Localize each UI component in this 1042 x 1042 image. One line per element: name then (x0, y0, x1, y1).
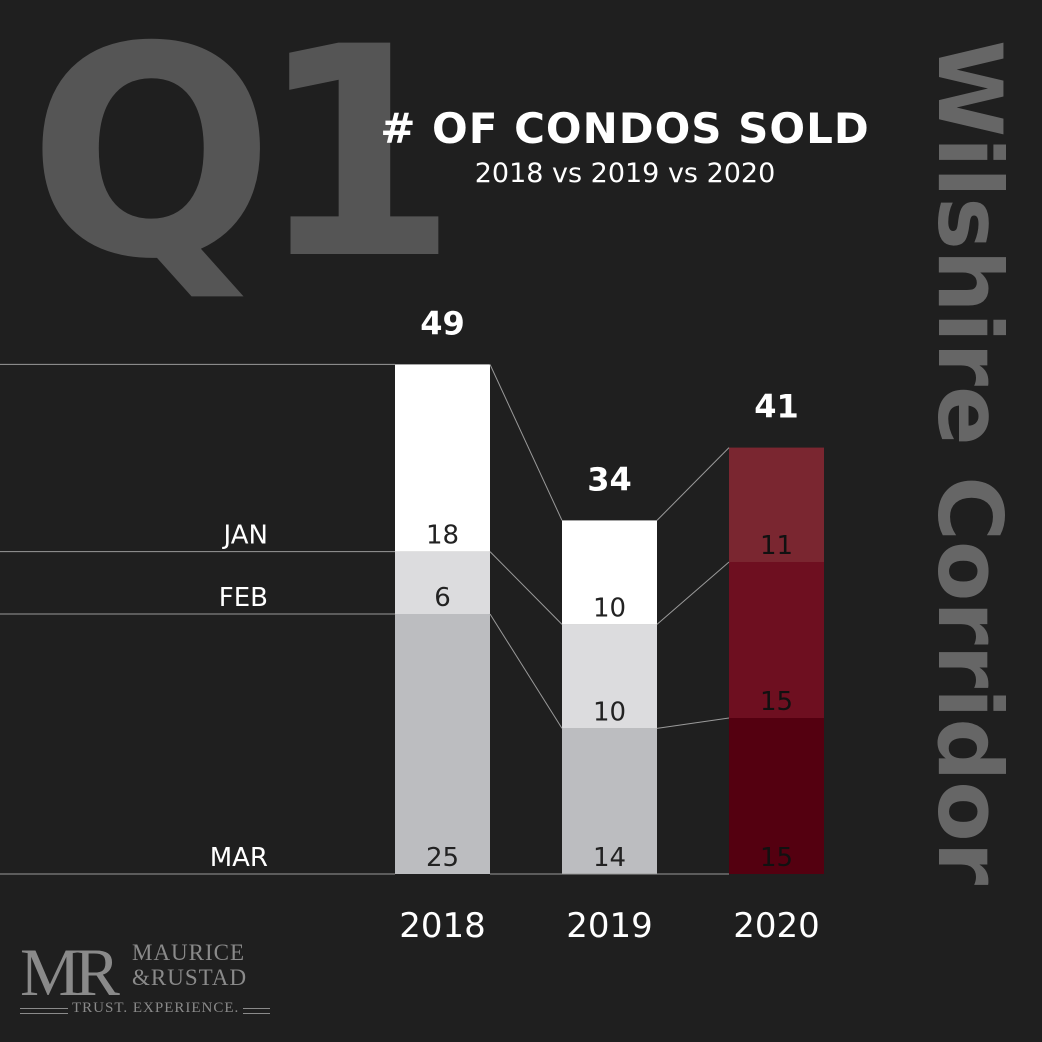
bar-segment-mar-2019 (562, 728, 657, 874)
bar-segment-jan-2019 (562, 520, 657, 625)
segment-value-label: 18 (426, 521, 459, 551)
logo-tagline: TRUST. EXPERIENCE. (68, 1000, 244, 1017)
bar-segment-jan-2018 (395, 364, 490, 552)
legend-label-feb: FEB (219, 583, 268, 613)
logo-name-line1: MAURICE (132, 940, 246, 965)
segment-value-label: 15 (760, 687, 793, 717)
segment-value-label: 11 (760, 531, 793, 561)
chart-subtitle: 2018 vs 2019 vs 2020 (474, 158, 776, 189)
segment-value-label: 15 (760, 843, 793, 873)
bar-total-label: 41 (754, 388, 799, 426)
bar-segment-mar-2018 (395, 614, 490, 874)
bar-segment-feb-2020 (729, 562, 824, 718)
segment-value-label: 6 (434, 583, 451, 613)
bar-total-label: 34 (587, 460, 632, 498)
bar-segment-feb-2019 (562, 624, 657, 729)
logo-name-line2: &RUSTAD (132, 965, 248, 990)
connector-line (656, 717, 730, 729)
legend-label-jan: JAN (222, 521, 268, 551)
connector-line (656, 447, 730, 521)
segment-value-label: 14 (593, 843, 626, 873)
legend-label-mar: MAR (210, 843, 268, 873)
bar-segment-feb-2018 (395, 551, 490, 614)
segment-value-label: 10 (593, 593, 626, 623)
x-tick-label: 2020 (733, 906, 820, 946)
chart-title: # OF CONDOS SOLD (380, 104, 870, 153)
connector-line (489, 613, 563, 729)
connector-line (489, 551, 563, 625)
bar-segment-mar-2020 (729, 718, 824, 874)
connector-line (489, 364, 563, 521)
q1-watermark: Q1 (28, 0, 458, 323)
x-tick-label: 2018 (399, 906, 486, 946)
bar-segment-jan-2020 (729, 447, 824, 562)
logo-monogram: MR (20, 934, 120, 1010)
connector-line (656, 561, 730, 625)
bar-total-label: 49 (420, 304, 465, 342)
location-label: Wilshire Corridor (918, 40, 1021, 886)
logo-name: MAURICE &RUSTAD (132, 940, 247, 990)
x-tick-label: 2019 (566, 906, 653, 946)
segment-value-label: 10 (593, 697, 626, 727)
segment-value-label: 25 (426, 843, 459, 873)
brand-logo: MR MAURICE &RUSTAD TRUST. EXPERIENCE. (20, 938, 275, 1023)
